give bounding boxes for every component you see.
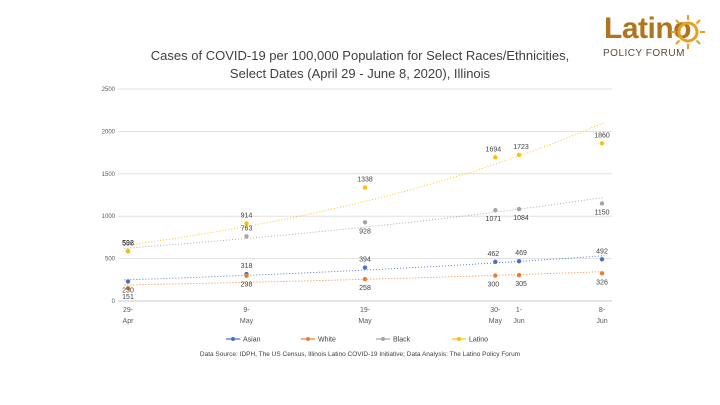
point-white <box>493 273 498 278</box>
point-white <box>516 272 522 278</box>
data-label-white: 151 <box>122 294 134 301</box>
legend-swatch-marker <box>457 337 461 341</box>
point-asian <box>599 257 605 262</box>
trendline-black <box>124 196 605 249</box>
data-source-note: Data Source: IDPH, The US Census, Illino… <box>199 351 521 358</box>
x-tick-label-line1: 9- <box>243 307 250 314</box>
point-latino <box>362 185 368 190</box>
x-tick-label-line2: May <box>240 318 254 325</box>
point-black <box>516 206 522 212</box>
data-label-asian: 394 <box>359 257 371 264</box>
point-asian <box>516 259 522 264</box>
data-label-latino: 914 <box>241 212 253 219</box>
chart-title-line-1: Cases of COVID-19 per 100,000 Population… <box>150 48 570 63</box>
logo-subtitle: POLICY FORUM <box>603 48 685 59</box>
data-label-black: 586 <box>122 240 134 247</box>
legend-label-black: Black <box>393 337 411 344</box>
data-label-asian: 469 <box>515 250 527 257</box>
data-label-black: 763 <box>241 225 253 232</box>
data-label-asian: 318 <box>241 263 253 270</box>
point-asian <box>125 279 131 284</box>
data-label-black: 1150 <box>594 209 609 216</box>
data-label-white: 300 <box>488 282 500 289</box>
data-label-black: 928 <box>359 228 371 235</box>
point-latino <box>599 141 605 146</box>
y-tick-label-2500: 2500 <box>102 87 116 93</box>
y-tick-label-2000: 2000 <box>102 129 116 135</box>
legend-swatch-marker <box>231 337 235 341</box>
latino-policy-forum-logo: Latino POLICY FORUM <box>598 10 710 66</box>
point-latino <box>244 221 249 226</box>
data-label-white: 258 <box>359 285 371 292</box>
data-label-latino: 592 <box>122 240 134 247</box>
point-asian <box>362 265 368 270</box>
legend-label-latino: Latino <box>469 337 488 344</box>
point-white <box>362 276 368 282</box>
trendline-asian <box>124 255 605 281</box>
x-tick-label-line1: 19- <box>360 307 371 314</box>
legend-swatch-marker <box>306 337 310 341</box>
data-label-asian: 462 <box>488 251 500 258</box>
point-black <box>493 207 498 213</box>
logo-word: Latino <box>604 12 692 45</box>
data-label-asian: 230 <box>122 287 134 294</box>
x-tick-label-line2: May <box>358 318 372 325</box>
point-white <box>125 285 131 291</box>
x-tick-label-line1: 1- <box>516 307 523 314</box>
data-label-latino: 1860 <box>594 132 610 139</box>
legend-swatch-marker <box>381 337 385 341</box>
data-label-latino: 1723 <box>513 144 529 151</box>
x-tick-label-line2: Jun <box>596 318 607 325</box>
y-tick-label-1000: 1000 <box>102 214 116 220</box>
y-tick-label-500: 500 <box>105 257 116 263</box>
point-latino <box>125 248 131 253</box>
data-label-latino: 1338 <box>357 177 373 184</box>
data-label-black: 1071 <box>486 216 502 223</box>
chart-title-line-2: Select Dates (April 29 - June 8, 2020), … <box>229 66 491 81</box>
x-tick-label-line1: 8- <box>599 307 606 314</box>
point-latino <box>516 152 522 158</box>
point-black <box>244 234 249 239</box>
point-latino <box>493 155 498 160</box>
x-tick-label-line1: 29- <box>123 307 134 314</box>
x-tick-label-line2: Jun <box>513 318 524 325</box>
sun-icon <box>671 15 705 49</box>
legend-label-asian: Asian <box>243 337 261 344</box>
data-label-asian: 492 <box>596 248 608 255</box>
data-label-white: 326 <box>596 279 608 286</box>
data-label-black: 1084 <box>513 215 529 222</box>
y-tick-label-0: 0 <box>112 299 116 305</box>
legend-label-white: White <box>318 337 336 344</box>
trendline-latino <box>124 121 605 247</box>
point-black <box>599 201 605 206</box>
data-label-white: 305 <box>515 281 527 288</box>
point-black <box>362 220 368 225</box>
point-white <box>599 271 605 276</box>
x-tick-label-line1: 30- <box>490 307 501 314</box>
x-tick-label-line2: Apr <box>123 318 135 325</box>
x-tick-label-line2: May <box>489 318 503 325</box>
point-white <box>244 273 249 278</box>
y-tick-label-1500: 1500 <box>102 172 116 178</box>
data-label-white: 298 <box>241 282 253 289</box>
data-label-latino: 1694 <box>486 146 502 153</box>
point-asian <box>493 259 498 265</box>
